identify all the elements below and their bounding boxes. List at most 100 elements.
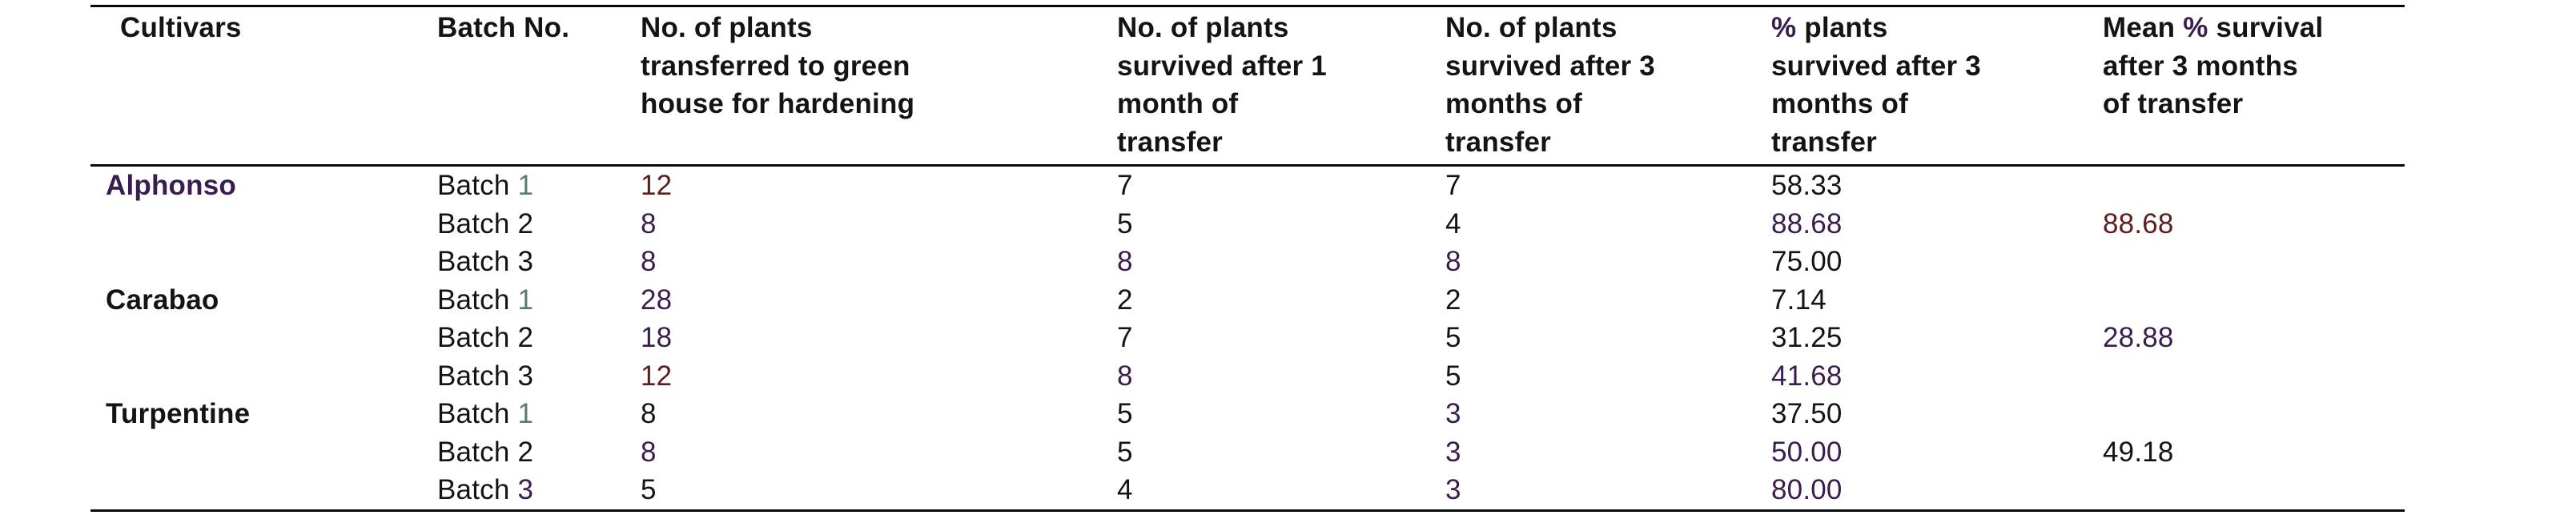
cell-transferred-to-greenhouse: 8: [641, 243, 1117, 281]
cell-pct-survived-3-months-text: 37.50: [1771, 398, 1843, 429]
cell-cultivars-text: Carabao: [106, 284, 219, 316]
cell-pct-survived-3-months: 31.25: [1771, 319, 2103, 357]
cell-pct-survived-3-months: 75.00: [1771, 243, 2103, 281]
cell-mean-survival: 28.88: [2103, 319, 2405, 357]
cell-batch-no-text: 2: [517, 436, 534, 468]
cell-batch-no-text: Batch: [437, 436, 518, 468]
cell-cultivars-text: Turpentine: [106, 398, 251, 429]
cell-pct-survived-3-months-text: 7.14: [1771, 284, 1827, 316]
cell-cultivars: [90, 471, 437, 509]
cell-cultivars: Carabao: [90, 281, 437, 320]
cell-pct-survived-3-months: 58.33: [1771, 167, 2103, 205]
cell-batch-no: Batch 3: [437, 471, 641, 509]
cell-mean-survival: [2103, 357, 2405, 396]
cell-survived-1-month: 5: [1117, 395, 1445, 433]
cell-pct-survived-3-months: 37.50: [1771, 395, 2103, 433]
cell-mean-survival: [2103, 281, 2405, 320]
survival-results-table: Cultivars Batch No. No. of plants transfer…: [90, 5, 2405, 512]
cell-batch-no: Batch 2: [437, 319, 641, 357]
cell-survived-1-month: 4: [1117, 471, 1445, 509]
cell-cultivars: [90, 205, 437, 243]
cell-survived-3-months-text: 7: [1445, 170, 1461, 201]
cell-pct-survived-3-months-text: 58.33: [1771, 170, 1843, 201]
cell-survived-3-months: 2: [1445, 281, 1771, 320]
col-header-survived-3-months-text: No. of plants survived after 3 months of…: [1445, 12, 1655, 158]
cell-transferred-to-greenhouse-text: 8: [641, 436, 657, 468]
cell-transferred-to-greenhouse: 5: [641, 471, 1117, 509]
cell-survived-3-months: 3: [1445, 471, 1771, 509]
col-header-pct-survived-3-months-text: %: [1771, 12, 1797, 43]
cell-transferred-to-greenhouse-text: 28: [641, 284, 673, 316]
cell-pct-survived-3-months-text: 75.00: [1771, 246, 1843, 277]
col-header-cultivars-text: Cultivars: [120, 12, 242, 43]
cell-survived-3-months-text: 2: [1445, 284, 1461, 316]
cell-pct-survived-3-months-text: 50.00: [1771, 436, 1843, 468]
cell-survived-1-month-text: 5: [1117, 207, 1133, 239]
cell-batch-no-text: Batch: [437, 246, 518, 277]
col-header-transferred-to-greenhouse-text: No. of plants transferred to green house…: [641, 12, 915, 119]
cell-mean-survival: 49.18: [2103, 433, 2405, 472]
cell-transferred-to-greenhouse: 8: [641, 205, 1117, 243]
col-header-mean-survival-text: survival after 3 months of transfer: [2103, 12, 2324, 119]
cell-batch-no-text: Batch: [437, 207, 518, 239]
cell-mean-survival: 88.68: [2103, 205, 2405, 243]
cell-batch-no-text: Batch: [437, 398, 518, 429]
cell-batch-no-text: 2: [517, 322, 534, 353]
cell-survived-1-month-text: 7: [1117, 322, 1133, 353]
cell-mean-survival: [2103, 243, 2405, 281]
cell-mean-survival: [2103, 395, 2405, 433]
cell-batch-no: Batch 3: [437, 243, 641, 281]
cell-transferred-to-greenhouse: 8: [641, 433, 1117, 472]
cell-survived-1-month: 2: [1117, 281, 1445, 320]
cell-batch-no: Batch 3: [437, 357, 641, 396]
cell-transferred-to-greenhouse-text: 8: [641, 207, 657, 239]
cell-transferred-to-greenhouse: 12: [641, 357, 1117, 396]
cell-pct-survived-3-months: 80.00: [1771, 471, 2103, 509]
col-header-survived-3-months: No. of plants survived after 3 months of…: [1445, 9, 1771, 161]
cell-batch-no-text: 1: [517, 170, 534, 201]
cell-mean-survival: [2103, 167, 2405, 205]
cell-survived-3-months: 8: [1445, 243, 1771, 281]
col-header-batch-no: Batch No.: [437, 9, 641, 161]
cell-survived-3-months: 3: [1445, 395, 1771, 433]
cell-survived-3-months: 5: [1445, 357, 1771, 396]
cell-pct-survived-3-months: 7.14: [1771, 281, 2103, 320]
cell-batch-no-text: 3: [517, 360, 534, 392]
cell-batch-no-text: 3: [517, 246, 534, 277]
cell-batch-no: Batch 2: [437, 433, 641, 472]
cell-survived-3-months-text: 3: [1445, 398, 1461, 429]
cell-batch-no-text: Batch: [437, 322, 518, 353]
cell-survived-1-month-text: 5: [1117, 436, 1133, 468]
cell-cultivars-text: Alphonso: [106, 170, 236, 201]
cell-cultivars: Alphonso: [90, 167, 437, 205]
cell-survived-3-months: 4: [1445, 205, 1771, 243]
cell-pct-survived-3-months: 50.00: [1771, 433, 2103, 472]
col-header-mean-survival-text: Mean: [2103, 12, 2184, 43]
cell-transferred-to-greenhouse-text: 12: [641, 170, 673, 201]
cell-survived-1-month-text: 2: [1117, 284, 1133, 316]
cell-survived-1-month: 5: [1117, 433, 1445, 472]
cell-transferred-to-greenhouse-text: 8: [641, 398, 657, 429]
cell-transferred-to-greenhouse: 28: [641, 281, 1117, 320]
cell-batch-no-text: Batch: [437, 360, 518, 392]
cell-survived-1-month: 8: [1117, 243, 1445, 281]
cell-survived-1-month-text: 4: [1117, 474, 1133, 505]
col-header-mean-survival: Mean % survival after 3 months of transf…: [2103, 9, 2405, 161]
cell-survived-1-month-text: 5: [1117, 398, 1133, 429]
cell-mean-survival-text: 88.68: [2103, 207, 2174, 239]
cell-survived-1-month-text: 7: [1117, 170, 1133, 201]
cell-survived-3-months: 5: [1445, 319, 1771, 357]
cell-pct-survived-3-months-text: 88.68: [1771, 207, 1843, 239]
cell-transferred-to-greenhouse: 8: [641, 395, 1117, 433]
cell-transferred-to-greenhouse-text: 18: [641, 322, 673, 353]
col-header-mean-survival-text: %: [2183, 12, 2208, 43]
cell-mean-survival: [2103, 471, 2405, 509]
cell-transferred-to-greenhouse-text: 8: [641, 246, 657, 277]
col-header-pct-survived-3-months: % plants survived after 3 months of tran…: [1771, 9, 2103, 161]
cell-batch-no-text: Batch: [437, 170, 518, 201]
cell-survived-1-month-text: 8: [1117, 360, 1133, 392]
cell-survived-1-month: 7: [1117, 319, 1445, 357]
cell-cultivars: [90, 357, 437, 396]
cell-survived-3-months-text: 3: [1445, 436, 1461, 468]
cell-mean-survival-text: 49.18: [2103, 436, 2174, 468]
